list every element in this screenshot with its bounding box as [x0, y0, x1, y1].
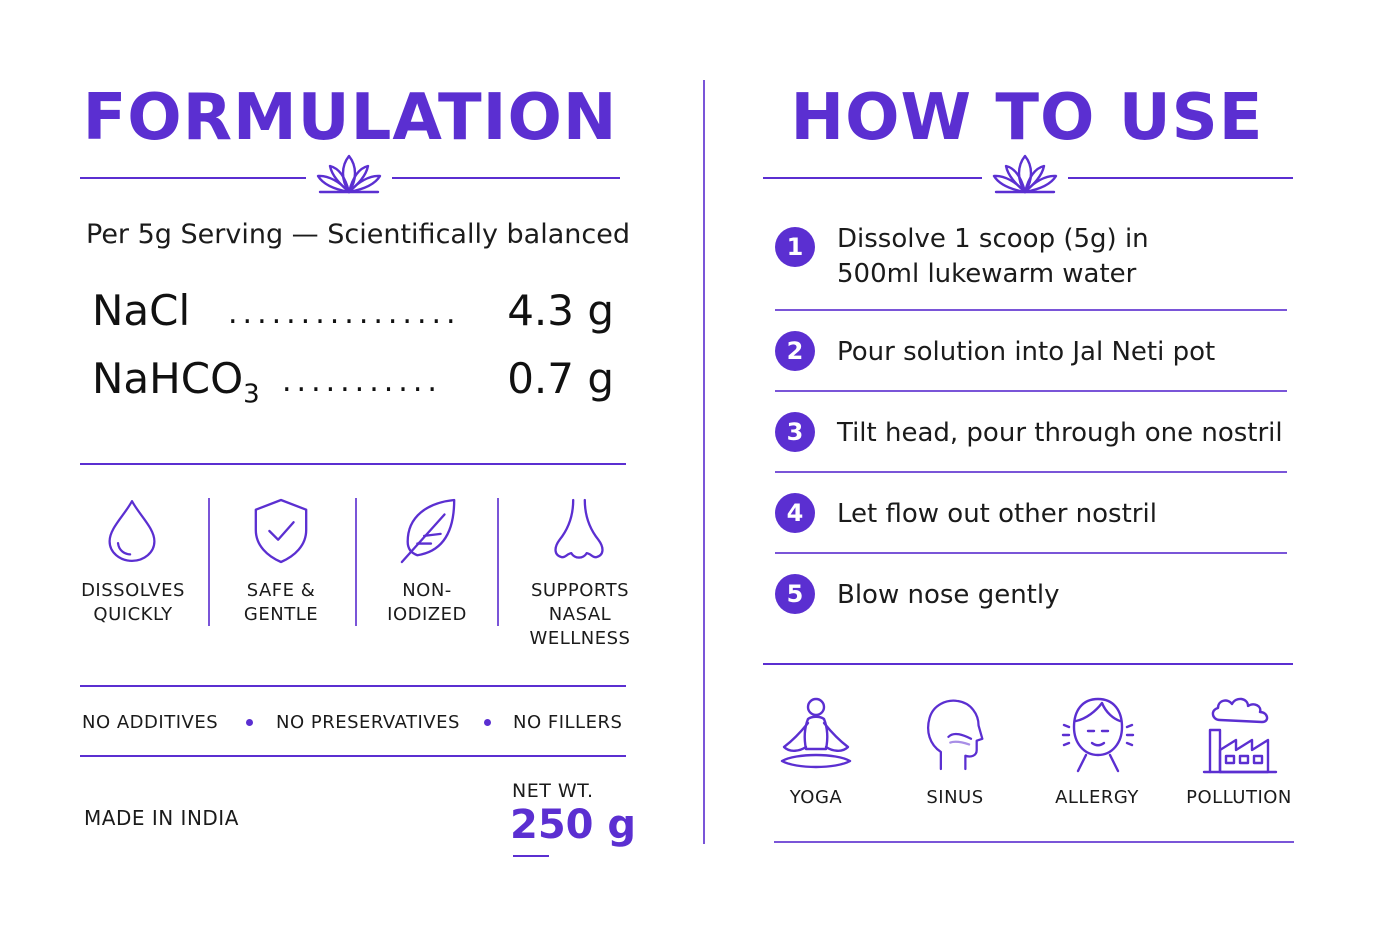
feature-label-line: SAFE &	[246, 580, 316, 601]
step-number-badge: 1	[775, 227, 815, 267]
serving-subtitle: Per 5g Serving — Scientifically balanced	[86, 219, 630, 250]
ingredient-name: NaHCO3	[92, 354, 260, 409]
step-text-line: Dissolve 1 scoop (5g) in	[837, 224, 1149, 254]
section-divider	[80, 685, 626, 687]
claim-no-fillers: NO FILLERS	[513, 712, 623, 733]
water-drop-icon	[108, 500, 156, 562]
ingredient-subscript: 3	[243, 379, 260, 410]
ingredient-value: 4.3 g	[507, 286, 614, 335]
leaf-icon	[400, 498, 456, 564]
step-text: Pour solution into Jal Neti pot	[837, 337, 1216, 367]
feature-divider	[208, 498, 210, 626]
allergy-icon	[1061, 697, 1135, 773]
claim-no-preservatives: NO PRESERVATIVES	[276, 712, 460, 733]
net-weight-label: NET WT.	[512, 780, 594, 802]
feature-label-line: NASAL	[548, 604, 612, 625]
nose-icon	[554, 498, 604, 559]
feature-divider	[355, 498, 357, 626]
feature-label: SAFE & GENTLE	[221, 579, 341, 627]
step-divider	[775, 471, 1287, 473]
step-number-badge: 3	[775, 412, 815, 452]
use-label: POLLUTION	[1186, 787, 1292, 808]
title-rule-left-a	[80, 177, 306, 179]
step-number-badge: 4	[775, 493, 815, 533]
net-weight-underline	[513, 855, 549, 857]
step-text-line: 500ml lukewarm water	[837, 259, 1137, 289]
yoga-icon	[780, 697, 852, 769]
feature-divider	[497, 498, 499, 626]
feature-label-line: GENTLE	[243, 604, 319, 625]
section-divider	[774, 841, 1294, 843]
step-divider	[775, 390, 1287, 392]
pollution-icon	[1202, 697, 1278, 774]
step-text: Let flow out other nostril	[837, 499, 1157, 529]
feature-label-line: SUPPORTS	[530, 580, 630, 601]
feature-label-line: QUICKLY	[93, 604, 173, 625]
section-divider	[80, 463, 626, 465]
step-divider	[775, 309, 1287, 311]
feature-label-line: DISSOLVES	[81, 580, 185, 601]
title-rule-left-b	[392, 177, 620, 179]
feature-label-line: IODIZED	[387, 604, 467, 625]
sinus-icon	[927, 699, 984, 771]
feature-label-line: WELLNESS	[529, 628, 631, 649]
title-rule-right-a	[763, 177, 982, 179]
use-label: ALLERGY	[1055, 787, 1139, 808]
claim-no-additives: NO ADDITIVES	[82, 712, 219, 733]
ingredient-row: NaHCO3 ........... 0.7 g	[92, 354, 622, 410]
net-weight-value: 250 g	[510, 802, 637, 848]
claim-bullet	[484, 719, 491, 726]
step-divider	[775, 552, 1287, 554]
panel-divider	[703, 80, 705, 844]
ingredient-formula: NaHCO	[92, 354, 244, 403]
feature-label: SUPPORTS NASAL WELLNESS	[515, 579, 645, 651]
ingredient-name: NaCl	[92, 286, 191, 335]
use-label: YOGA	[789, 787, 843, 808]
ingredient-value: 0.7 g	[507, 354, 614, 403]
ingredient-row: NaCl ................ 4.3 g	[92, 286, 622, 342]
step-text: Dissolve 1 scoop (5g) in 500ml lukewarm …	[837, 222, 1149, 292]
feature-label-line: NON-	[402, 580, 452, 601]
feature-label: DISSOLVES QUICKLY	[73, 579, 193, 627]
lotus-icon	[316, 154, 382, 194]
feature-label: NON- IODIZED	[367, 579, 487, 627]
use-label: SINUS	[926, 787, 984, 808]
lotus-icon	[992, 154, 1058, 194]
how-to-use-title: HOW TO USE	[790, 81, 1264, 155]
section-divider	[763, 663, 1293, 665]
formulation-title: FORMULATION	[82, 81, 618, 155]
made-in-label: MADE IN INDIA	[84, 806, 239, 830]
step-number-badge: 2	[775, 331, 815, 371]
step-text: Blow nose gently	[837, 580, 1060, 610]
ingredient-leader-dots: ...........	[282, 364, 442, 399]
shield-check-icon	[254, 498, 308, 564]
section-divider	[80, 755, 626, 757]
step-text: Tilt head, pour through one nostril	[837, 418, 1283, 448]
step-number-badge: 5	[775, 574, 815, 614]
ingredient-leader-dots: ................	[228, 296, 461, 331]
title-rule-right-b	[1068, 177, 1293, 179]
claim-bullet	[246, 719, 253, 726]
